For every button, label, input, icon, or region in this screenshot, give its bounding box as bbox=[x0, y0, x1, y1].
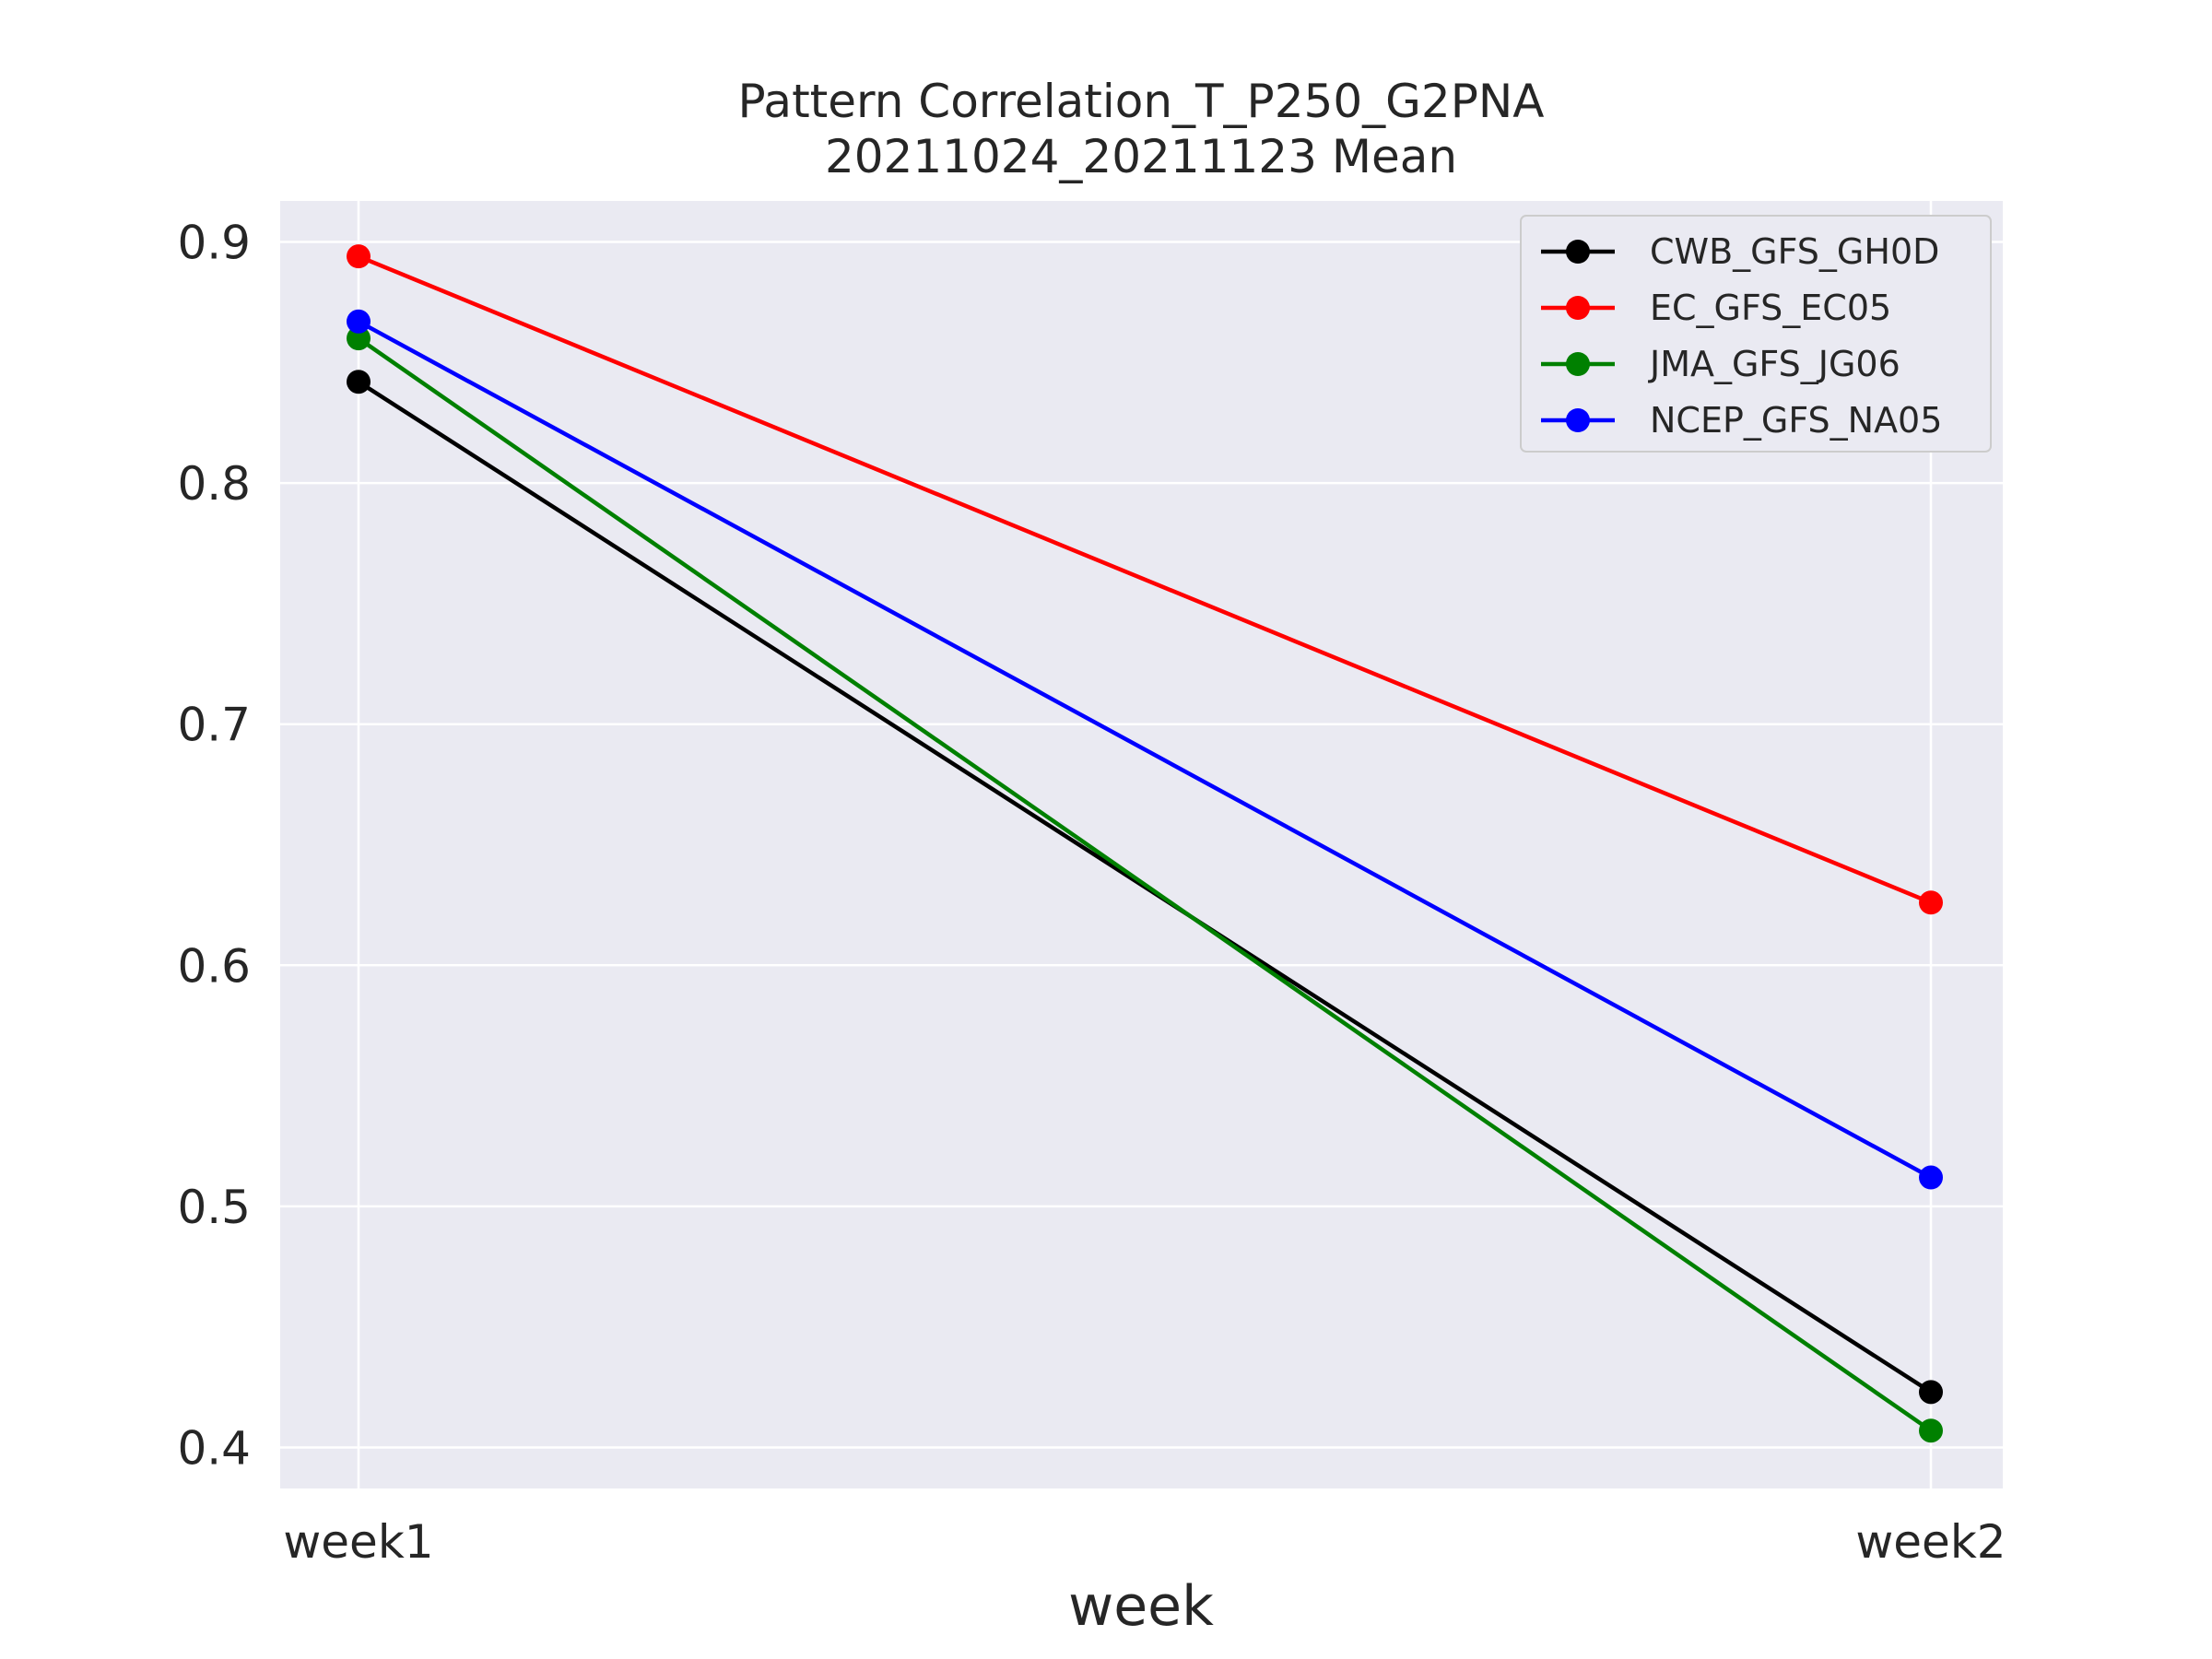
legend-label: JMA_GFS_JG06 bbox=[1648, 344, 1900, 384]
series-layer bbox=[347, 244, 1943, 1443]
x-axis-label: week bbox=[1068, 1574, 1214, 1639]
y-tick-label: 0.6 bbox=[177, 939, 251, 993]
series-line bbox=[358, 254, 1932, 905]
chart-title: Pattern Correlation_T_P250_G2PNA bbox=[738, 75, 1545, 128]
legend-marker bbox=[1566, 408, 1590, 432]
series-1 bbox=[347, 244, 1943, 915]
legend: CWB_GFS_GH0D EC_GFS_EC05 JMA_GFS_JG06 NCEP_… bbox=[1520, 215, 1992, 453]
y-tick-label: 0.9 bbox=[177, 216, 251, 269]
y-tick-label: 0.5 bbox=[177, 1181, 251, 1234]
x-tick-label: week2 bbox=[1855, 1515, 2006, 1569]
series-line bbox=[357, 336, 1933, 1433]
legend-entry: EC_GFS_EC05 bbox=[1541, 288, 1891, 328]
data-point bbox=[1919, 1418, 1943, 1443]
x-axis: week1 week2 bbox=[283, 1515, 2006, 1569]
data-point bbox=[1919, 890, 1943, 915]
chart-subtitle: 20211024_20211123 Mean bbox=[825, 130, 1457, 183]
data-point bbox=[1919, 1380, 1943, 1405]
legend-marker bbox=[1566, 240, 1590, 264]
legend-entry: NCEP_GFS_NA05 bbox=[1541, 400, 1942, 441]
legend-label: NCEP_GFS_NA05 bbox=[1650, 400, 1942, 441]
y-tick-label: 0.7 bbox=[177, 699, 251, 752]
series-3 bbox=[347, 309, 1943, 1190]
data-point bbox=[1919, 1165, 1943, 1190]
legend-entry: JMA_GFS_JG06 bbox=[1541, 344, 1900, 384]
data-point bbox=[347, 244, 371, 269]
legend-entry: CWB_GFS_GH0D bbox=[1541, 231, 1939, 272]
legend-marker bbox=[1566, 296, 1590, 320]
data-point bbox=[347, 309, 371, 334]
series-line bbox=[357, 319, 1933, 1180]
data-point bbox=[347, 326, 371, 351]
y-tick-label: 0.4 bbox=[177, 1422, 251, 1476]
legend-box bbox=[1520, 215, 1992, 453]
legend-label: CWB_GFS_GH0D bbox=[1650, 231, 1939, 272]
legend-marker bbox=[1566, 352, 1590, 376]
data-point bbox=[347, 370, 371, 394]
y-tick-label: 0.8 bbox=[177, 457, 251, 511]
legend-label: EC_GFS_EC05 bbox=[1650, 288, 1891, 328]
x-tick-label: week1 bbox=[283, 1515, 433, 1569]
series-2 bbox=[347, 326, 1943, 1443]
y-axis: 0.9 0.8 0.7 0.6 0.5 0.4 bbox=[177, 216, 251, 1475]
